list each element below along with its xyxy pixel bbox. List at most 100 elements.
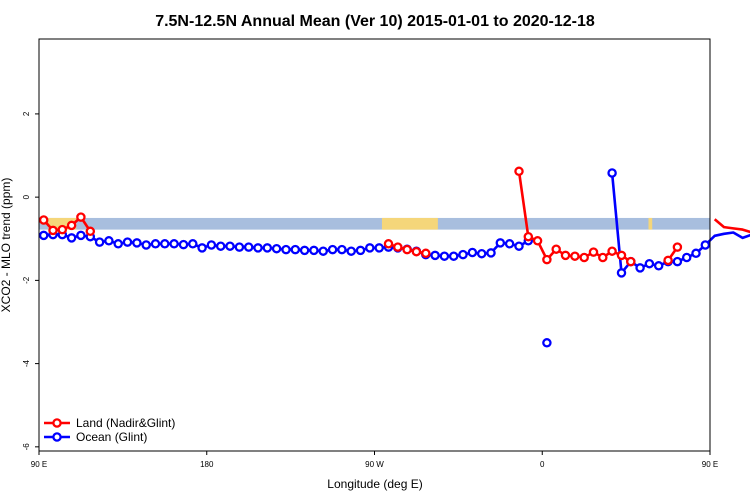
ocean-series [38,168,750,348]
ocean-point [66,233,77,243]
ocean-point [458,249,468,260]
ocean-point [290,244,301,255]
ocean-point [169,239,179,249]
land-point [616,250,627,261]
legend-land-label: Land (Nadir&Glint) [76,416,175,430]
ocean-point [234,242,245,252]
land-band-segment [48,217,77,230]
ocean-point [178,239,189,250]
ocean-point [495,238,506,248]
ocean-point [346,246,356,256]
ocean-point [76,230,86,241]
series-layer [38,166,750,348]
ocean-point [94,237,105,247]
x-tick-label: 0 [540,460,545,469]
ocean-point [299,245,310,256]
land-point [393,242,403,252]
x-axis: 90 E 180 90 W 0 90 E [31,451,718,469]
ocean-point [476,248,487,259]
land-point [672,242,683,252]
ocean-point [337,244,347,255]
land-point [421,248,431,259]
land-point [383,239,394,249]
land-series [38,166,750,267]
land-point [57,224,68,235]
y-tick-label: -6 [22,443,31,451]
land-point [626,256,636,267]
ocean-point [327,244,338,255]
ocean-point [150,239,161,249]
ocean-band [39,217,710,230]
land-point [598,252,608,263]
ocean-point [439,251,450,261]
land-point [66,220,77,231]
land-band-segment [381,217,438,230]
y-tick-label: -2 [22,276,31,284]
land-point [663,255,673,266]
ocean-point [514,241,524,251]
ocean-point [672,256,683,267]
land-point [48,225,58,236]
ocean-point [132,238,142,248]
ocean-point [243,242,254,252]
ocean-point [225,241,235,251]
land-point [551,244,561,254]
y-tick-label: 0 [22,194,31,199]
land-line [713,218,750,234]
x-axis-label: Longitude (deg E) [327,477,422,491]
ocean-point [104,236,114,246]
ocean-point [653,261,664,271]
y-axis-label: XCO2 - MLO trend (ppm) [0,178,13,313]
x-tick-label: 90 E [702,460,718,469]
ocean-point [700,240,711,250]
land-point [38,215,49,225]
ocean-point [113,239,123,249]
land-point [523,231,534,242]
land-point [588,247,599,257]
land-point [542,254,552,265]
ocean-point [197,243,207,253]
ocean-point [281,244,291,255]
ocean-point [38,230,49,241]
x-tick-label: 180 [200,460,214,469]
legend-ocean-marker [52,432,62,442]
y-axis: -6 -4 -2 0 2 [22,111,39,450]
ocean-point [188,239,198,249]
land-point [402,244,412,255]
land-point [85,226,96,237]
ocean-point [355,245,366,256]
land-ocean-band [39,217,710,230]
y-tick-label: -4 [22,360,31,368]
ocean-point [374,243,384,253]
ocean-point [448,251,459,261]
land-point [560,250,571,261]
ocean-point [309,245,319,256]
ocean-point [206,240,217,250]
land-point [579,252,589,263]
land-point [570,251,580,261]
ocean-point [271,243,282,254]
land-point [514,166,524,177]
land-band-segment [648,217,653,230]
ocean-point [542,338,552,348]
x-tick-label: 90 W [365,460,384,469]
ocean-point [644,258,655,269]
land-point [76,212,86,222]
ocean-point [253,243,263,253]
legend: Land (Nadir&Glint)Ocean (Glint) [44,416,175,444]
x-tick-label: 90 E [31,460,47,469]
chart-title: 7.5N-12.5N Annual Mean (Ver 10) 2015-01-… [155,13,595,30]
ocean-point [430,250,440,261]
ocean-point [635,263,645,273]
ocean-point [504,239,515,249]
ocean-point [691,248,701,259]
ocean-point [616,268,627,278]
y-tick-label: 2 [22,111,31,116]
land-point [607,246,617,256]
ocean-point [318,246,328,256]
land-point [532,236,543,246]
ocean-point [467,247,478,258]
ocean-point [607,168,617,178]
ocean-point [681,252,692,263]
